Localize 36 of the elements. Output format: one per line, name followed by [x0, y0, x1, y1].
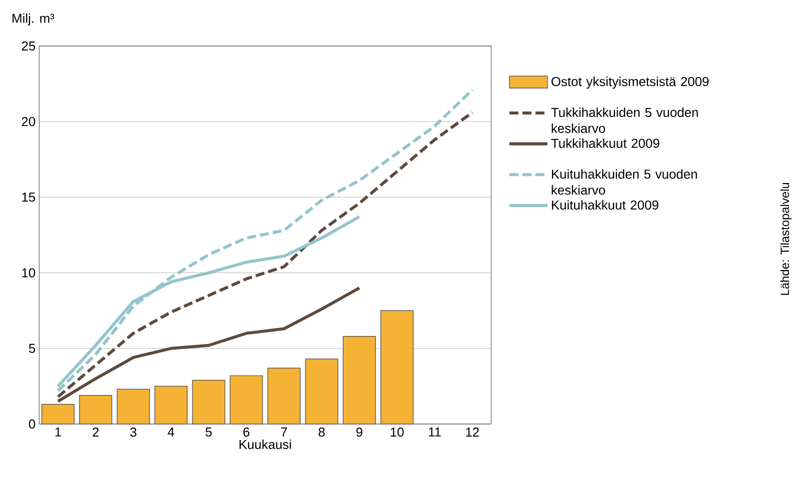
x-tick-label: 4 [168, 428, 174, 436]
legend-label: Kuituhakkuut 2009 [552, 200, 658, 210]
x-tick-label: 12 [466, 428, 479, 437]
x-tick-label: 9 [356, 428, 362, 437]
bar [192, 380, 226, 424]
bar [42, 404, 74, 424]
bar [116, 388, 150, 424]
bar [380, 310, 414, 424]
x-tick-label: 11 [428, 428, 441, 436]
y-tick-label: 15 [22, 192, 36, 202]
y-tick-label: 0 [28, 419, 36, 429]
x-tick-label: 6 [243, 428, 250, 437]
legend-label: Ostot yksityismetsistä 2009 [552, 76, 709, 89]
y-tick-label: 10 [22, 268, 36, 278]
legend-label: Tukkihakkuiden 5 vuoden keskiarvo [551, 108, 698, 133]
bar [268, 368, 300, 424]
x-tick-label: 5 [206, 428, 212, 437]
bar [79, 394, 112, 424]
x-tick-label: 3 [130, 428, 136, 437]
x-tick-label: 2 [92, 428, 99, 437]
legend-label: Tukkihakkuut 2009 [551, 138, 660, 148]
bar [305, 358, 338, 424]
x-tick-label: 8 [318, 428, 325, 437]
x-tick-label: 10 [390, 428, 404, 437]
y-tick-label: 5 [28, 344, 36, 353]
y-tick-label: 20 [22, 117, 36, 126]
legend-label: Kuituhakkuiden 5 vuoden keskiarvo [552, 169, 697, 195]
y-tick-label: 25 [22, 41, 36, 51]
bar [230, 375, 263, 424]
x-tick-label: 7 [281, 428, 287, 436]
x-axis-title: Kuukausi [240, 440, 291, 450]
bar [342, 336, 376, 424]
y-axis-title: Milj. m³ [12, 13, 54, 26]
text: Lähde: Tilastopalvelu [780, 182, 792, 295]
bar [154, 386, 188, 424]
x-tick-label: 1 [55, 428, 61, 436]
